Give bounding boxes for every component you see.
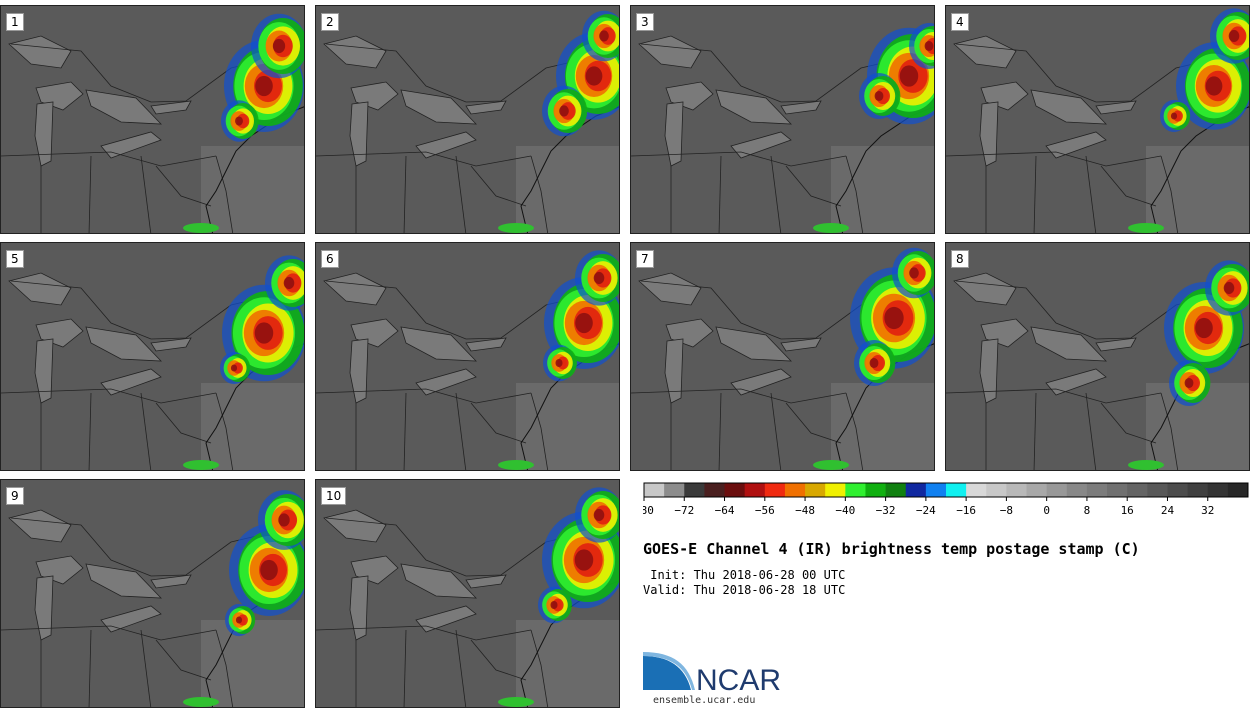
colorbar-swatch <box>644 483 665 497</box>
colorbar-swatch <box>1167 483 1189 497</box>
panel-number: 4 <box>951 13 969 31</box>
colorbar-swatch <box>1026 483 1048 497</box>
colorbar-tick-label: −16 <box>956 504 976 517</box>
colorbar-swatch <box>1207 483 1229 497</box>
panel-number: 7 <box>636 250 654 268</box>
figure-title: GOES-E Channel 4 (IR) brightness temp po… <box>643 540 1140 558</box>
ncar-logo: NCAR <box>643 652 781 694</box>
panel-6: 6 <box>315 242 620 471</box>
colorbar-tick-label: 16 <box>1121 504 1134 517</box>
colorbar-swatch <box>1086 483 1108 497</box>
panel-8: 8 <box>945 242 1250 471</box>
colorbar-swatch <box>946 483 967 497</box>
satellite-map <box>1 480 304 707</box>
colorbar-tick-label: −40 <box>835 504 855 517</box>
colorbar-swatch <box>764 483 786 497</box>
colorbar-tick-label: 32 <box>1201 504 1214 517</box>
valid-time: Valid: Thu 2018-06-28 18 UTC <box>643 583 846 597</box>
satellite-map <box>631 243 934 470</box>
colorbar-swatch <box>784 483 806 497</box>
panel-5: 5 <box>0 242 305 471</box>
colorbar-swatch <box>1187 483 1209 497</box>
panel-1: 1 <box>0 5 305 234</box>
satellite-map <box>946 243 1249 470</box>
panel-number: 6 <box>321 250 339 268</box>
colorbar-swatch <box>986 483 1007 497</box>
satellite-map <box>316 243 619 470</box>
colorbar-swatch <box>1006 483 1028 497</box>
colorbar-tick-label: −48 <box>795 504 815 517</box>
colorbar-tick-label: −80 <box>643 504 654 517</box>
colorbar-swatch <box>845 483 866 497</box>
colorbar-swatch <box>1147 483 1168 497</box>
satellite-map <box>631 6 934 233</box>
panel-2: 2 <box>315 5 620 234</box>
colorbar-swatch <box>684 483 705 497</box>
colorbar-swatch <box>724 483 746 497</box>
colorbar-swatch <box>1107 483 1128 497</box>
colorbar-swatch <box>744 483 766 497</box>
colorbar-swatch <box>1066 483 1088 497</box>
colorbar-tick-label: −72 <box>674 504 694 517</box>
colorbar-swatch <box>865 483 887 497</box>
colorbar-tick-label: −32 <box>876 504 896 517</box>
panel-3: 3 <box>630 5 935 234</box>
colorbar-tick-label: 24 <box>1161 504 1175 517</box>
panel-number: 2 <box>321 13 339 31</box>
colorbar-swatch <box>825 483 846 497</box>
panel-number: 8 <box>951 250 969 268</box>
site-url: ensemble.ucar.edu <box>653 695 756 706</box>
panel-number: 5 <box>6 250 24 268</box>
colorbar-tick-label: −24 <box>916 504 936 517</box>
colorbar-tick-label: 8 <box>1084 504 1091 517</box>
satellite-map <box>1 6 304 233</box>
satellite-map <box>946 6 1249 233</box>
panel-9: 9 <box>0 479 305 708</box>
colorbar-tick-label: −56 <box>755 504 775 517</box>
logo-text: NCAR <box>696 664 781 694</box>
satellite-map <box>1 243 304 470</box>
colorbar-swatch <box>805 483 826 497</box>
colorbar-swatch <box>664 483 685 497</box>
colorbar-swatch <box>885 483 907 497</box>
colorbar-swatch <box>1127 483 1148 497</box>
colorbar-swatch <box>1046 483 1068 497</box>
panel-number: 9 <box>6 487 24 505</box>
colorbar-swatch <box>925 483 947 497</box>
colorbar-swatch <box>1227 483 1249 497</box>
colorbar-swatch <box>704 483 726 497</box>
panel-number: 10 <box>321 487 347 505</box>
init-time: Init: Thu 2018-06-28 00 UTC <box>643 568 846 582</box>
colorbar-tick-label: −64 <box>715 504 735 517</box>
colorbar-swatch <box>905 483 927 497</box>
panel-10: 10 <box>315 479 620 708</box>
panel-number: 3 <box>636 13 654 31</box>
panel-number: 1 <box>6 13 24 31</box>
panel-4: 4 <box>945 5 1250 234</box>
satellite-map <box>316 480 619 707</box>
satellite-map <box>316 6 619 233</box>
colorbar-swatch <box>966 483 987 497</box>
panel-7: 7 <box>630 242 935 471</box>
colorbar-tick-label: 0 <box>1043 504 1050 517</box>
colorbar-tick-label: −8 <box>1000 504 1013 517</box>
